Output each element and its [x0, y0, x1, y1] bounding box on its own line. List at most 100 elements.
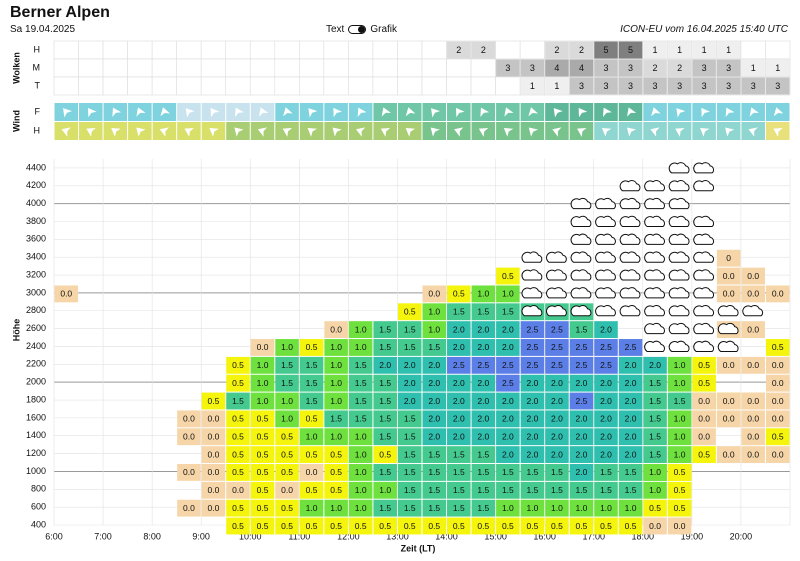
cloud-cover-cell [447, 41, 471, 59]
cloud-cell [323, 40, 349, 60]
x-tick-label: 10:00 [239, 531, 262, 541]
thermal-cell [471, 285, 496, 303]
thermal-cell [471, 410, 496, 428]
toggle-switch[interactable] [348, 25, 367, 34]
thermal-cell [520, 410, 545, 428]
thermal-cell [471, 499, 496, 517]
wind-arrow-icon [332, 127, 342, 137]
thermal-cell [373, 517, 397, 535]
cloud-row-label-H: H [34, 44, 41, 54]
thermal-value: 2.0 [477, 378, 489, 388]
thermal-value: 0.0 [232, 485, 244, 495]
thermal-cell [496, 392, 520, 410]
thermal-value: 0.5 [330, 467, 342, 477]
cloud-cover-cell [765, 59, 790, 77]
cumulus-cloud-icon [644, 233, 665, 245]
cloud-cell [127, 58, 153, 78]
thermal-value: 1.5 [379, 467, 391, 477]
thermal-value: 1.5 [576, 324, 588, 334]
thermal-cell [765, 428, 790, 446]
thermal-cell [447, 481, 471, 499]
thermal-cell [397, 481, 422, 499]
thermal-value: 0.0 [747, 271, 759, 281]
thermal-value: 0.5 [453, 289, 465, 299]
thermal-value: 0.5 [698, 449, 710, 459]
cloud-cover-value: 3 [653, 81, 658, 91]
cloud-cell [78, 76, 104, 96]
thermal-value: 1.5 [428, 467, 440, 477]
cumulus-cloud-icon [693, 233, 715, 245]
cloud-cover-value: 3 [579, 81, 584, 91]
cumulus-cloud-icon [693, 287, 715, 299]
thermal-value: 0.5 [428, 521, 440, 531]
thermal-cell [397, 446, 422, 464]
thermal-value: 0.0 [747, 360, 759, 370]
thermal-value: 1.5 [404, 342, 416, 352]
wind-arrow-icon [748, 127, 758, 137]
cumulus-cloud-icon [668, 322, 690, 335]
cloud-cell [176, 76, 202, 96]
cloud-cell [78, 58, 104, 78]
thermal-value: 1.0 [306, 503, 318, 513]
thermal-cell [594, 410, 618, 428]
thermal-cell [569, 428, 594, 446]
cloud-cell [225, 58, 251, 78]
cloud-cover-value: 3 [677, 81, 682, 91]
thermal-cell [471, 392, 496, 410]
thermal-cell [667, 481, 692, 499]
thermal-value: 2.5 [502, 378, 514, 388]
cloud-cover-value: 3 [702, 63, 707, 73]
thermal-value: 0.5 [257, 414, 269, 424]
thermal-value: 1.0 [649, 467, 661, 477]
thermal-value: 1.5 [477, 449, 489, 459]
thermal-value: 0.0 [772, 378, 784, 388]
cloud-cell [102, 58, 128, 78]
thermal-value: 0.5 [306, 414, 318, 424]
thermal-value: 1.0 [257, 360, 269, 370]
wind-arrow-icon [209, 128, 219, 137]
thermal-cell [397, 339, 422, 356]
thermal-value: 2.5 [526, 360, 538, 370]
forecast-date: Sa 19.04.2025 [10, 24, 76, 35]
thermal-value: 1.5 [600, 485, 612, 495]
thermal-value: 2.0 [600, 414, 612, 424]
wind-arrow-icon [504, 107, 514, 117]
cloud-cell [421, 76, 447, 96]
thermal-value: 0.5 [600, 521, 612, 531]
thermal-value: 0.5 [526, 521, 538, 531]
thermal-value: 2.0 [625, 449, 637, 459]
thermal-cell [692, 374, 716, 392]
y-tick-label: 2800 [26, 305, 46, 315]
thermal-cell [275, 517, 299, 535]
thermal-cell [299, 392, 324, 410]
wind-arrow-icon [528, 127, 539, 137]
thermal-cell [741, 410, 765, 428]
thermal-value: 0.0 [257, 342, 269, 352]
thermal-cell [594, 339, 618, 356]
thermal-value: 0.5 [232, 378, 244, 388]
thermal-value: 2.0 [379, 360, 391, 370]
cloud-cover-cell [471, 41, 496, 59]
thermal-cell [545, 356, 569, 374]
thermal-value: 1.0 [502, 503, 514, 513]
model-info: ICON-EU vom 16.04.2025 15:40 UTC [620, 24, 788, 35]
cumulus-cloud-icon [693, 322, 715, 335]
page-title: Berner Alpen [10, 4, 110, 21]
thermal-cell [618, 374, 643, 392]
x-tick-label: 13:00 [386, 531, 409, 541]
thermal-cell [643, 464, 667, 481]
view-toggle[interactable]: Text Grafik [326, 24, 397, 35]
thermal-cell [643, 499, 667, 517]
thermal-value: 1.5 [355, 414, 367, 424]
thermal-cell [201, 446, 226, 464]
thermal-cell [275, 339, 299, 356]
thermal-value: 0.0 [208, 503, 220, 513]
thermal-cell [569, 517, 594, 535]
thermal-value: 2.0 [526, 449, 538, 459]
toggle-text-label: Text [326, 24, 345, 35]
thermal-cell [765, 392, 790, 410]
thermal-cell [471, 356, 496, 374]
cloud-cell [102, 40, 128, 60]
cloud-cover-cell [569, 41, 594, 59]
thermal-value: 2.5 [551, 324, 563, 334]
